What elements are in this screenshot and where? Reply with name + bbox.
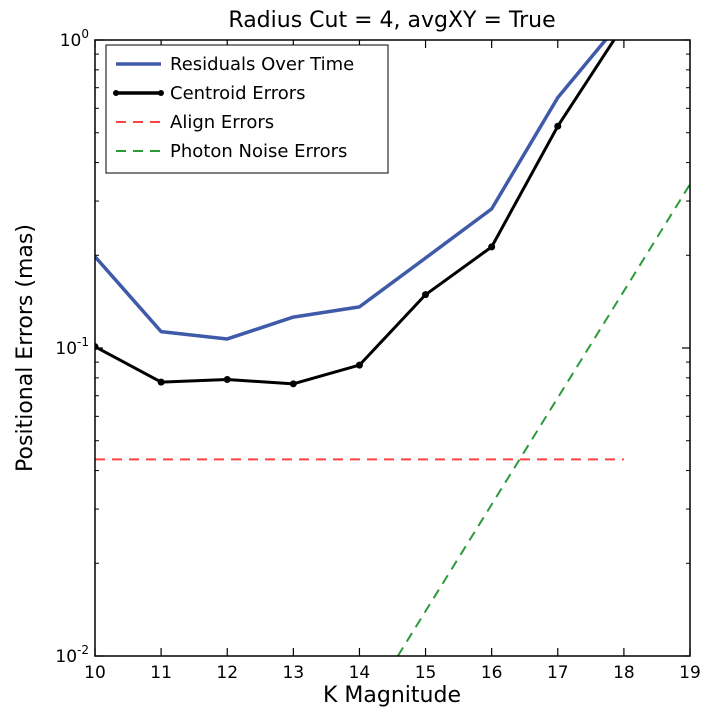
y-tick-label: 100 bbox=[60, 27, 89, 51]
plot-area: 10 11 12 13 14 15 16 17 18 19 100 10-1 10-2 bbox=[55, 21, 701, 683]
x-tick-label: 11 bbox=[150, 663, 172, 683]
y-tick-label: 10-1 bbox=[55, 335, 89, 359]
legend-marker-centroid-errors bbox=[158, 90, 164, 96]
y-axis-label: Positional Errors (mas) bbox=[13, 224, 38, 472]
legend-marker-centroid-errors bbox=[113, 90, 119, 96]
data-point-centroid-errors bbox=[422, 291, 430, 299]
x-tick-label: 12 bbox=[216, 663, 238, 683]
data-point-centroid-errors bbox=[289, 380, 297, 388]
x-tick-label: 17 bbox=[547, 663, 569, 683]
data-point-centroid-errors bbox=[554, 122, 562, 130]
legend-label-photon-noise-errors: Photon Noise Errors bbox=[170, 141, 347, 162]
legend-box bbox=[105, 44, 389, 174]
data-point-centroid-errors bbox=[488, 243, 496, 251]
data-point-centroid-errors bbox=[223, 376, 231, 384]
x-tick-label: 13 bbox=[283, 663, 305, 683]
x-tick-label: 14 bbox=[349, 663, 371, 683]
series-line-residuals-over-time bbox=[95, 40, 608, 341]
x-tick-label: 10 bbox=[84, 663, 106, 683]
legend-label-align-errors: Align Errors bbox=[170, 112, 274, 133]
legend-label-residuals-over-time: Residuals Over Time bbox=[170, 54, 354, 75]
data-point-centroid-errors bbox=[355, 361, 363, 369]
data-point-centroid-errors bbox=[687, 21, 694, 28]
series-line-centroid-errors bbox=[95, 40, 616, 386]
x-axis-label: K Magnitude bbox=[323, 683, 461, 708]
data-point-centroid-errors bbox=[157, 378, 165, 386]
x-tick-label: 18 bbox=[613, 663, 635, 683]
series-line-photon-noise-errors bbox=[396, 183, 690, 656]
x-tick-label: 19 bbox=[679, 663, 701, 683]
legend: Residuals Over Time Centroid Errors Align … bbox=[105, 44, 389, 174]
x-tick-label: 15 bbox=[415, 663, 437, 683]
legend-label-centroid-errors: Centroid Errors bbox=[170, 83, 306, 104]
data-point-centroid-errors bbox=[620, 21, 627, 28]
y-tick-label: 10-2 bbox=[55, 643, 89, 667]
x-tick-label: 16 bbox=[481, 663, 503, 683]
series-group bbox=[95, 21, 694, 656]
chart-title: Radius Cut = 4, avgXY = True bbox=[228, 8, 555, 33]
